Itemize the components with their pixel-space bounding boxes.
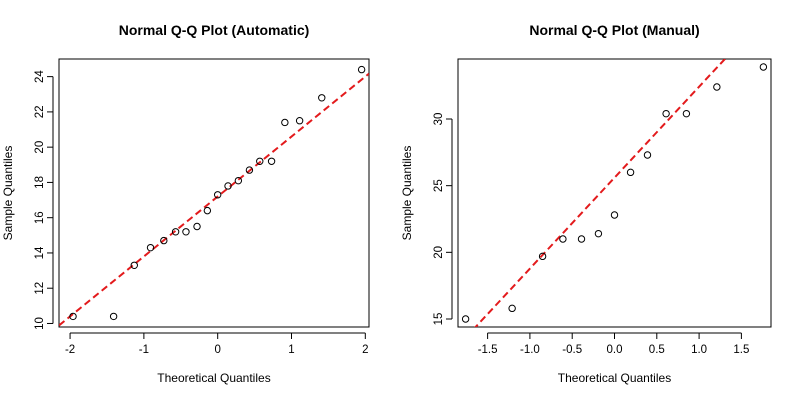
data-point: [182, 228, 190, 236]
data-point: [146, 243, 155, 252]
x-tick-label: 0.5: [649, 344, 665, 356]
x-axis-label: Theoretical Quantiles: [157, 371, 270, 385]
x-tick-label: 1.0: [691, 344, 707, 356]
data-point: [759, 63, 768, 71]
x-tick-label: -1: [139, 344, 149, 356]
plot-title: Normal Q-Q Plot (Manual): [529, 22, 699, 38]
x-tick-label: -0.5: [562, 344, 582, 356]
data-point: [577, 235, 586, 243]
data-point: [256, 157, 264, 165]
y-tick-label: 24: [34, 70, 46, 83]
data-point: [538, 252, 547, 261]
data-point: [643, 151, 652, 159]
qq-plot-panel-2: Normal Q-Q Plot (Manual) -1.5 -1.0 -0.5 0.0 0…: [400, 22, 772, 385]
plot-frame: [58, 58, 370, 328]
data-point: [160, 236, 168, 245]
data-point: [357, 65, 366, 74]
qq-reference-line: [474, 59, 727, 327]
y-tick-label: 20: [433, 246, 445, 259]
data-point: [224, 182, 232, 190]
data-point: [213, 191, 222, 199]
x-tick-label: 1: [288, 344, 294, 356]
x-tick-label: -1.5: [478, 344, 498, 356]
data-point: [662, 109, 670, 118]
y-tick-label: 14: [34, 246, 46, 259]
data-point: [69, 312, 77, 321]
qq-plot-panel-1: Normal Q-Q Plot (Automatic)-2 -1 0 1 2101214…: [1, 22, 370, 385]
data-point: [171, 228, 180, 236]
qq-reference-line: [59, 72, 369, 327]
data-point: [594, 229, 603, 238]
data-point: [626, 168, 635, 177]
data-point: [281, 118, 289, 127]
x-tick-label: 0: [214, 344, 220, 356]
y-tick-label: 22: [34, 105, 46, 118]
data-point: [245, 166, 254, 174]
data-point: [318, 94, 326, 102]
y-tick-label: 16: [34, 211, 46, 224]
data-point: [130, 261, 138, 269]
y-tick-label: 25: [433, 179, 445, 192]
x-tick-label: 0.0: [607, 344, 623, 356]
y-tick-label: 18: [34, 176, 46, 189]
data-point: [109, 312, 118, 321]
data-point: [234, 176, 243, 185]
data-point: [713, 83, 721, 91]
data-point: [461, 315, 470, 323]
data-point: [682, 109, 691, 118]
y-tick-label: 20: [34, 141, 46, 154]
plot-frame: [457, 58, 772, 328]
x-tick-label: 1.5: [733, 344, 749, 356]
x-tick-label: -1.0: [520, 344, 540, 356]
y-tick-label: 12: [34, 282, 46, 295]
x-tick-label: -2: [65, 344, 75, 356]
x-axis-label: Theoretical Quantiles: [558, 371, 671, 385]
data-point: [610, 211, 619, 219]
y-axis-label: Sample Quantiles: [400, 146, 414, 241]
x-tick-label: 2: [362, 344, 368, 356]
y-tick-label: 10: [34, 317, 46, 330]
y-tick-label: 15: [433, 313, 445, 326]
data-point: [508, 304, 516, 313]
data-point: [267, 157, 276, 165]
data-point: [559, 235, 567, 243]
plot-title: Normal Q-Q Plot (Automatic): [119, 22, 310, 38]
y-tick-label: 30: [433, 113, 445, 126]
y-axis-label: Sample Quantiles: [1, 146, 15, 241]
data-point: [295, 117, 304, 125]
data-point: [193, 222, 201, 231]
data-point: [203, 206, 212, 215]
